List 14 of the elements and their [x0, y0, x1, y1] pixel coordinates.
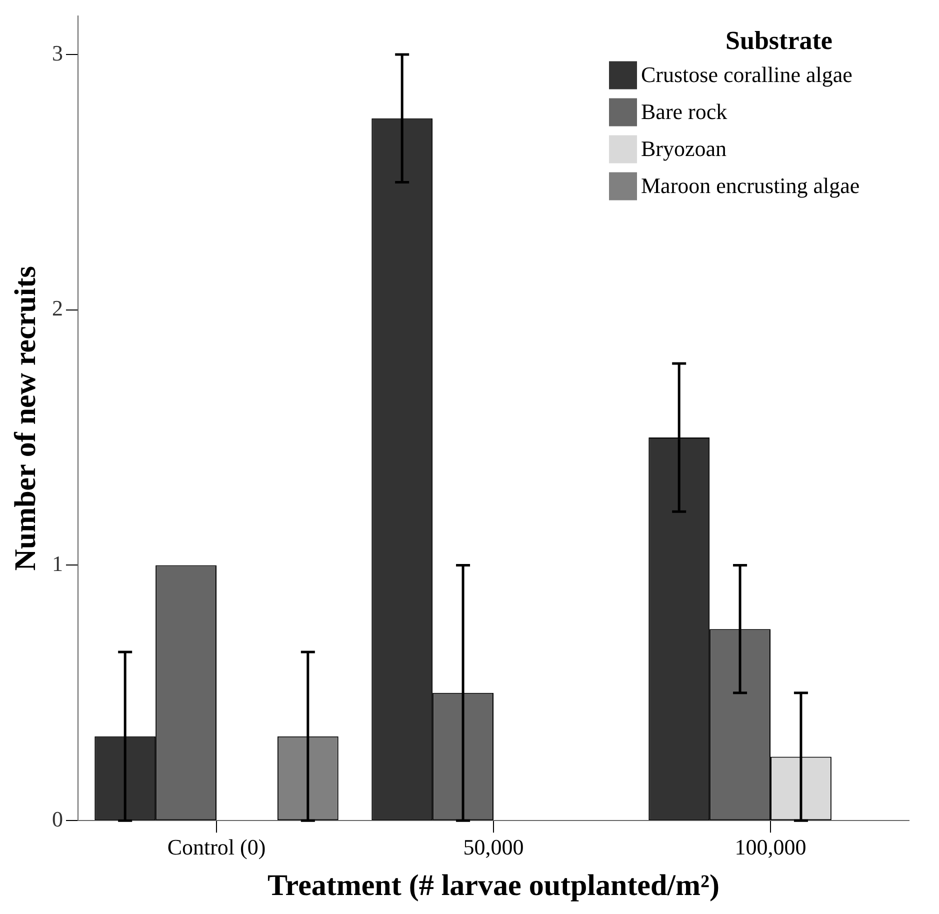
x-axis-title: Treatment (# larvae outplanted/m²): [268, 868, 720, 902]
y-tick-label: 0: [52, 806, 63, 832]
legend-label: Bare rock: [641, 98, 728, 124]
legend-label: Bryozoan: [641, 136, 727, 161]
y-tick-label: 3: [52, 40, 63, 66]
y-tick-label: 2: [52, 296, 63, 321]
legend-label: Maroon encrusting algae: [641, 172, 860, 198]
x-tick-label: Control (0): [167, 834, 266, 860]
x-tick-label: 100,000: [734, 834, 806, 860]
y-axis-title: Number of new recruits: [8, 266, 42, 571]
x-tick-label: 50,000: [463, 834, 524, 860]
y-tick-label: 1: [52, 551, 63, 576]
legend-label: Crustose coralline algae: [641, 62, 852, 87]
legend-title: Substrate: [726, 26, 832, 55]
